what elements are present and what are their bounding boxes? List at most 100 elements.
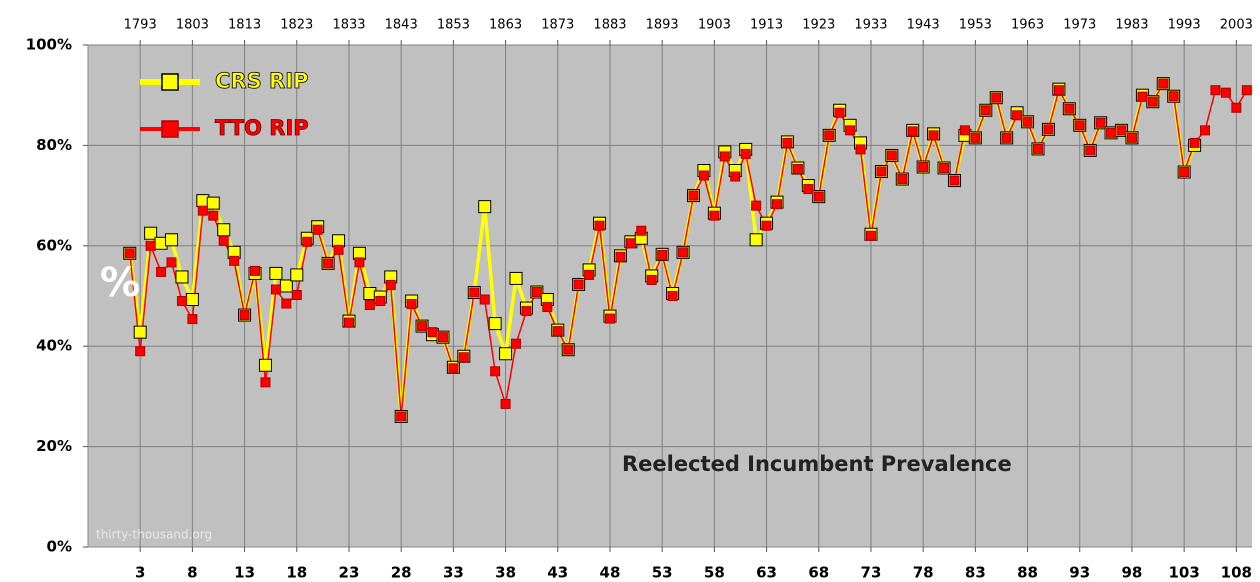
marker [217,223,231,237]
marker [1012,110,1023,121]
x-tick-label: 8 [187,564,197,582]
marker [1116,125,1127,136]
marker [949,175,960,186]
marker [187,314,198,325]
marker [886,150,897,161]
marker [185,293,199,307]
marker [291,289,302,300]
marker [657,249,668,260]
x-tick-label: 108 [1221,564,1252,582]
marker [1147,96,1158,107]
marker [437,332,448,343]
marker [939,162,950,173]
x-tick-label: 23 [339,564,360,582]
marker [959,125,970,136]
marker [1210,85,1221,96]
marker [165,233,179,247]
marker [478,200,492,214]
marker [197,205,208,216]
marker [1241,85,1252,96]
marker [206,196,220,210]
marker [552,326,563,337]
x2-tick-label: 1953 [959,18,992,33]
marker [698,170,709,181]
marker [1064,103,1075,114]
marker [845,125,856,136]
marker [135,346,146,357]
marker [751,200,762,211]
marker [1220,87,1231,98]
marker [521,306,532,317]
y-axis-label: % [100,260,140,306]
marker [803,184,814,195]
marker [500,398,511,409]
marker [490,366,501,377]
y-tick-label: 20% [36,437,72,455]
marker [175,270,189,284]
marker [279,279,293,293]
marker [448,363,459,374]
marker [417,321,428,332]
x2-tick-label: 1853 [437,18,470,33]
x-tick-label: 53 [652,564,673,582]
x2-tick-label: 1803 [176,18,209,33]
x2-tick-label: 1973 [1063,18,1096,33]
marker [740,148,751,159]
marker [281,298,292,309]
y-tick-label: 60% [36,236,72,254]
marker [709,210,720,221]
x-tick-label: 68 [808,564,829,582]
legend-label: TTO RIP [215,116,309,140]
marker [396,411,407,422]
marker [458,352,469,363]
source: thirty-thousand.org [96,528,212,542]
marker [615,251,626,262]
marker [333,244,344,255]
marker [824,130,835,141]
marker [594,220,605,231]
x2-tick-label: 1983 [1115,18,1148,33]
marker [312,224,323,235]
marker [218,235,229,246]
x2-tick-label: 2003 [1220,18,1253,33]
marker [1074,120,1085,131]
x-tick-label: 83 [965,564,986,582]
marker [1001,132,1012,143]
x-tick-label: 33 [443,564,464,582]
y-tick-label: 80% [36,136,72,154]
x-tick-label: 73 [861,564,882,582]
marker [406,299,417,310]
x2-tick-label: 1993 [1168,18,1201,33]
marker [980,105,991,116]
marker [269,266,283,280]
x-tick-label: 93 [1069,564,1090,582]
marker [354,257,365,268]
x-tick-label: 48 [600,564,621,582]
marker [133,325,147,339]
marker [928,130,939,141]
marker [646,274,657,285]
marker [176,296,187,307]
legend-marker [161,120,179,138]
y-tick-label: 0% [47,538,72,556]
x-tick-label: 98 [1122,564,1143,582]
marker [761,220,772,231]
marker [145,240,156,251]
marker [385,279,396,290]
marker [876,166,887,177]
marker [1085,145,1096,156]
x2-tick-label: 1793 [124,18,157,33]
marker [918,161,929,172]
x2-tick-label: 1823 [280,18,313,33]
marker [208,210,219,221]
marker [749,233,763,247]
marker [144,226,158,240]
marker [1137,91,1148,102]
x-tick-label: 58 [704,564,725,582]
marker [229,255,240,266]
x-tick-label: 43 [547,564,568,582]
x2-tick-label: 1863 [489,18,522,33]
marker [1158,78,1169,89]
lines [123,77,1252,423]
